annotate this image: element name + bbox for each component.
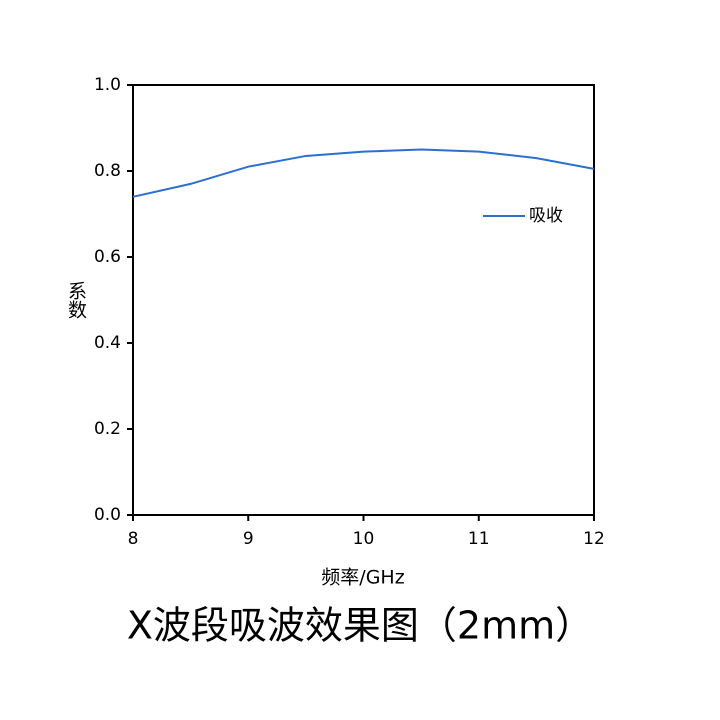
y-axis-label: 系数 xyxy=(65,281,87,319)
x-tick-label: 9 xyxy=(243,529,254,549)
x-tick-label: 8 xyxy=(128,529,139,549)
y-tick-label: 0.6 xyxy=(94,247,121,267)
y-tick-label: 0.0 xyxy=(94,505,121,525)
plot-frame xyxy=(132,84,595,516)
x-tick-label: 12 xyxy=(583,529,605,549)
x-axis-label: 频率/GHz xyxy=(321,567,404,589)
y-tick-label: 0.8 xyxy=(94,161,121,181)
y-tick-label: 1.0 xyxy=(94,75,121,95)
x-tick-label: 11 xyxy=(468,529,490,549)
chart-title: X波段吸波效果图（2mm） xyxy=(127,604,593,648)
x-tick-label: 10 xyxy=(353,529,375,549)
data-line xyxy=(132,148,595,198)
legend-label: 吸收 xyxy=(529,206,563,226)
y-tick-label: 0.2 xyxy=(94,419,121,439)
y-tick-label: 0.4 xyxy=(94,333,121,353)
